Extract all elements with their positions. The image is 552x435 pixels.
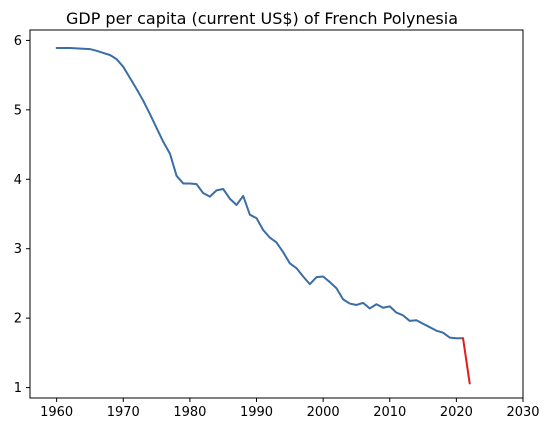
plot-area-frame: [29, 29, 524, 399]
x-tick-label: 2000: [307, 405, 340, 420]
y-tick-label: 4: [14, 173, 22, 188]
x-tick-label: 2020: [440, 405, 473, 420]
x-tick-label: 2030: [506, 405, 539, 420]
y-axis: 1 2 3 4 5 6: [14, 34, 30, 396]
series-line-1: [462, 337, 471, 385]
x-axis: 1960 1970 1980 1990 2000 2010 2020 2030: [40, 398, 540, 420]
y-tick-label: 2: [14, 312, 22, 327]
y-tick-label: 5: [14, 103, 22, 118]
x-tick-label: 1980: [173, 405, 206, 420]
series-layer: [55, 47, 471, 385]
y-tick-label: 3: [14, 242, 22, 257]
y-tick-label: 1: [14, 381, 22, 396]
chart-title: GDP per capita (current US$) of French P…: [66, 9, 458, 28]
x-tick-label: 2010: [373, 405, 406, 420]
y-tick-label: 6: [14, 34, 22, 49]
x-tick-label: 1960: [40, 405, 73, 420]
series-line-0: [55, 47, 465, 340]
x-tick-label: 1970: [107, 405, 140, 420]
x-tick-label: 1990: [240, 405, 273, 420]
